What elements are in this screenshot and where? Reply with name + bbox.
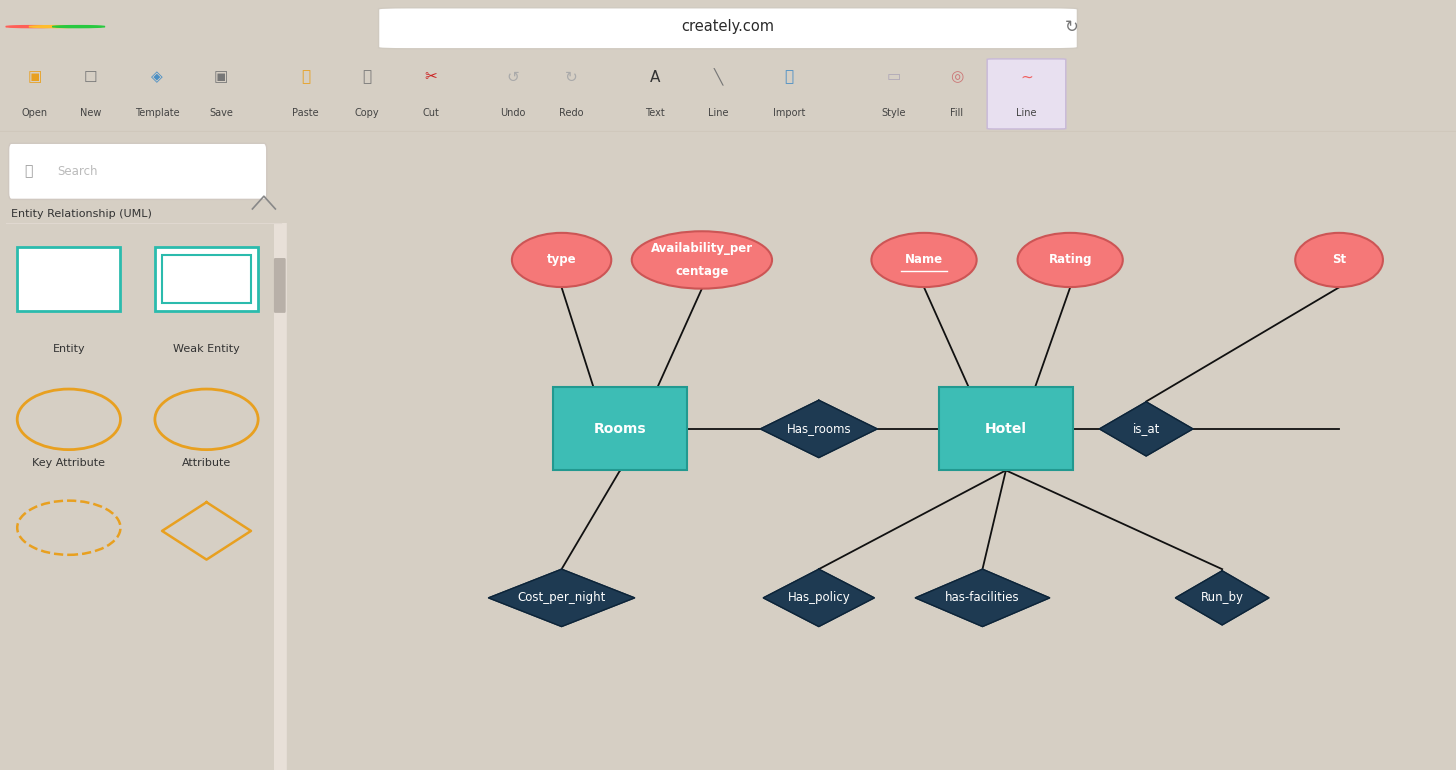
Text: Name: Name (906, 253, 943, 266)
Text: ~: ~ (1021, 69, 1032, 85)
Ellipse shape (1296, 233, 1383, 287)
Polygon shape (489, 569, 635, 627)
Text: ↺: ↺ (507, 69, 518, 85)
Circle shape (29, 25, 82, 28)
Text: Entity: Entity (52, 344, 84, 354)
Text: Weak Entity: Weak Entity (173, 344, 240, 354)
Text: ☐: ☐ (83, 69, 98, 85)
Text: Attribute: Attribute (182, 457, 232, 467)
Text: Line: Line (1016, 109, 1037, 118)
Text: ▭: ▭ (887, 69, 901, 85)
Text: New: New (80, 109, 100, 118)
Text: has-facilities: has-facilities (945, 591, 1019, 604)
Polygon shape (916, 569, 1050, 627)
Text: ↻: ↻ (565, 69, 577, 85)
Text: St: St (1332, 253, 1347, 266)
Text: Style: Style (882, 109, 906, 118)
Text: Rooms: Rooms (594, 422, 646, 436)
Text: A: A (649, 69, 661, 85)
Text: Has_rooms: Has_rooms (786, 423, 852, 435)
Ellipse shape (513, 233, 612, 287)
Text: ⛰: ⛰ (785, 69, 794, 85)
Text: type: type (547, 253, 577, 266)
Text: Line: Line (708, 109, 728, 118)
FancyBboxPatch shape (154, 247, 258, 311)
FancyBboxPatch shape (553, 387, 687, 470)
Text: Hotel: Hotel (984, 422, 1026, 436)
Text: Run_by: Run_by (1201, 591, 1243, 604)
Polygon shape (763, 569, 875, 627)
FancyBboxPatch shape (9, 143, 266, 199)
FancyBboxPatch shape (274, 223, 287, 770)
Text: Save: Save (210, 109, 233, 118)
Text: Cut: Cut (422, 109, 440, 118)
Text: ⧉: ⧉ (363, 69, 371, 85)
Text: Undo: Undo (499, 109, 526, 118)
Ellipse shape (1018, 233, 1123, 287)
Text: ╲: ╲ (713, 69, 722, 85)
FancyBboxPatch shape (939, 387, 1073, 470)
Circle shape (52, 25, 105, 28)
Text: Cost_per_night: Cost_per_night (517, 591, 606, 604)
FancyBboxPatch shape (162, 256, 250, 303)
Text: Entity Relationship (UML): Entity Relationship (UML) (12, 209, 153, 219)
Text: Has_policy: Has_policy (788, 591, 850, 604)
Text: Copy: Copy (355, 109, 379, 118)
FancyBboxPatch shape (17, 247, 121, 311)
Text: ▣: ▣ (28, 69, 42, 85)
Text: ◎: ◎ (949, 69, 964, 85)
FancyBboxPatch shape (274, 258, 285, 313)
Polygon shape (760, 400, 878, 457)
Text: ◈: ◈ (151, 69, 163, 85)
Text: centage: centage (676, 265, 728, 278)
Text: Search: Search (57, 165, 98, 178)
Polygon shape (1099, 402, 1192, 456)
Text: Open: Open (22, 109, 48, 118)
Text: ▣: ▣ (214, 69, 229, 85)
FancyBboxPatch shape (379, 8, 1077, 49)
Text: Import: Import (773, 109, 805, 118)
FancyBboxPatch shape (987, 59, 1066, 129)
Text: Text: Text (645, 109, 665, 118)
Text: Availability_per: Availability_per (651, 242, 753, 255)
Text: 📋: 📋 (301, 69, 310, 85)
Text: Redo: Redo (559, 109, 582, 118)
Text: Rating: Rating (1048, 253, 1092, 266)
Text: is_at: is_at (1133, 423, 1160, 435)
Text: Fill: Fill (949, 109, 964, 118)
Ellipse shape (632, 231, 772, 289)
Polygon shape (1175, 571, 1270, 625)
Ellipse shape (871, 233, 977, 287)
Circle shape (6, 25, 58, 28)
Text: Key Attribute: Key Attribute (32, 457, 105, 467)
Text: ✂: ✂ (425, 69, 437, 85)
Text: ⌕: ⌕ (25, 164, 33, 179)
Text: ↻: ↻ (1064, 18, 1079, 35)
Text: Template: Template (135, 109, 179, 118)
Text: creately.com: creately.com (681, 19, 775, 34)
Text: Paste: Paste (293, 109, 319, 118)
